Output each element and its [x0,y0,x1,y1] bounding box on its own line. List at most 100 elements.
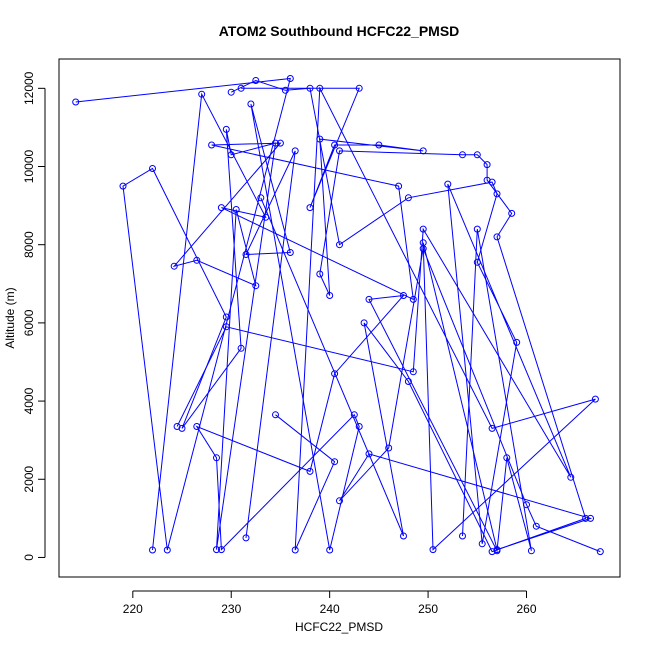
data-point [286,249,294,256]
data-point [213,454,220,462]
data-point [222,125,230,133]
data-point [149,546,156,554]
data-point [419,245,427,253]
data-point [385,444,393,452]
series-line [176,79,572,544]
data-point [306,467,314,475]
data-point [336,497,343,505]
series-5 [193,100,535,555]
data-point [488,424,496,432]
data-point [409,368,417,376]
y-axis: 0 2000 4000 6000 8000 10000 12000 [22,71,46,561]
y-tick-label: 10000 [22,150,36,184]
data-point [198,90,206,98]
data-point [286,75,294,82]
data-point [170,262,178,270]
data-point [404,194,412,202]
data-point [395,182,403,190]
y-axis-label: Altitude (m) [3,287,17,348]
data-point [365,450,373,458]
data-point [193,423,201,430]
data-point [306,84,314,92]
x-axis: 220 230 240 250 260 [123,590,537,616]
data-point [488,178,496,186]
data-point [119,182,127,190]
x-tick-label: 220 [123,602,143,616]
data-point [257,194,265,202]
chart-title: ATOM2 Southbound HCFC22_PMSD [219,23,460,39]
data-point [291,147,299,155]
series-4 [272,84,604,556]
x-tick-label: 250 [418,602,438,616]
data-point [527,547,535,555]
data-point [272,411,279,419]
x-tick-label: 230 [221,602,241,616]
data-point [419,225,427,233]
data-point [503,454,511,462]
data-point [252,282,260,290]
data-point [567,473,575,481]
data-point [316,84,324,92]
data-point [355,423,363,430]
data-point [582,514,590,522]
data-point [493,547,501,555]
data-point [173,423,181,430]
data-point [291,546,299,554]
data-point [237,344,245,352]
series-line [75,77,414,551]
data-point [213,546,220,554]
data-point [331,370,339,378]
data-point [591,395,599,403]
plot-frame [58,58,621,578]
data-point [247,100,255,108]
series-line [275,86,601,553]
data-point [242,534,250,542]
data-point [149,165,156,172]
data-point [508,209,516,217]
series-line [195,103,532,553]
data-point [404,378,412,385]
data-point [72,98,80,106]
data-point [336,241,343,249]
data-point [375,141,383,149]
data-point [473,151,481,159]
data-point [222,323,230,331]
y-tick-label: 2000 [22,466,36,493]
data-point [409,295,417,303]
data-point [331,458,339,466]
data-point [316,270,324,278]
data-point [419,147,427,155]
data-point [532,522,540,530]
data-point [400,292,407,299]
data-point [355,84,363,92]
data-point [444,180,452,188]
x-tick-label: 240 [320,602,340,616]
data-point [242,251,250,258]
data-point [350,411,358,419]
data-point [365,295,373,303]
data-point [587,514,594,522]
y-tick-label: 12000 [22,71,36,105]
data-point [272,139,279,147]
data-point [227,88,235,96]
data-point [493,233,501,241]
data-point [193,256,201,264]
data-point [222,313,230,321]
data-point [400,532,407,540]
data-point [459,151,466,159]
series-3 [173,77,575,548]
data-point [478,540,486,548]
series-2 [237,84,590,556]
x-tick-label: 260 [516,602,536,616]
series-layer [72,75,604,556]
data-point [326,292,334,299]
data-point [217,204,225,212]
data-point [473,225,481,233]
data-point [493,190,501,198]
data-point [429,546,437,554]
data-point [232,206,240,213]
data-point [331,141,339,149]
y-tick-label: 6000 [22,309,36,336]
series-line [241,87,587,553]
